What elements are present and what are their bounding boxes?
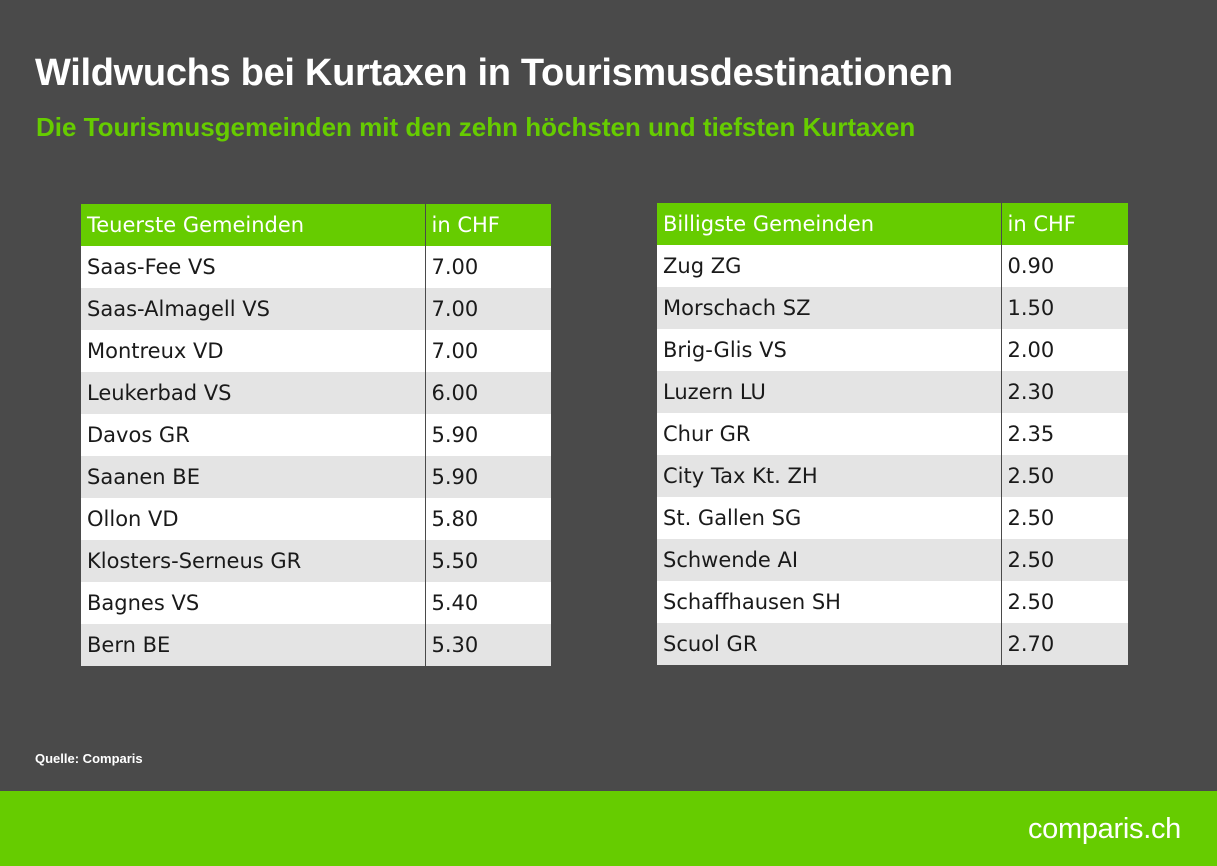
price-cell: 5.50: [425, 540, 551, 582]
chart-subtitle: Die Tourismusgemeinden mit den zehn höch…: [36, 112, 916, 142]
municipality-cell: Ollon VD: [81, 498, 426, 540]
price-cell: 1.50: [1001, 287, 1128, 329]
price-cell: 2.70: [1001, 623, 1128, 665]
chart-title: Wildwuchs bei Kurtaxen in Tourismusdesti…: [35, 52, 953, 94]
table-row: Brig-Glis VS 2.00: [657, 329, 1128, 371]
municipality-cell: Schwende AI: [657, 539, 1002, 581]
price-cell: 0.90: [1001, 245, 1128, 287]
table-row: Schwende AI 2.50: [657, 539, 1128, 581]
price-cell: 7.00: [425, 288, 551, 330]
price-cell: 6.00: [425, 372, 551, 414]
price-cell: 2.00: [1001, 329, 1128, 371]
table-row: Ollon VD 5.80: [81, 498, 551, 540]
footer-bar: comparis.ch: [0, 791, 1217, 866]
municipality-cell: Bern BE: [81, 624, 426, 666]
municipality-cell: Leukerbad VS: [81, 372, 426, 414]
price-cell: 5.90: [425, 414, 551, 456]
table-body: Zug ZG 0.90 Morschach SZ 1.50 Brig-Glis VS 2.…: [657, 245, 1128, 665]
municipality-cell: Montreux VD: [81, 330, 426, 372]
price-cell: 7.00: [425, 246, 551, 288]
municipality-cell: Zug ZG: [657, 245, 1002, 287]
municipality-cell: Saas-Fee VS: [81, 246, 426, 288]
municipality-cell: City Tax Kt. ZH: [657, 455, 1002, 497]
price-cell: 2.50: [1001, 455, 1128, 497]
price-cell: 5.80: [425, 498, 551, 540]
table-row: Scuol GR 2.70: [657, 623, 1128, 665]
source-note: Quelle: Comparis: [35, 751, 143, 766]
price-cell: 5.90: [425, 456, 551, 498]
column-header-price: in CHF: [425, 204, 551, 246]
table-row: Zug ZG 0.90: [657, 245, 1128, 287]
municipality-cell: Saas-Almagell VS: [81, 288, 426, 330]
table-row: St. Gallen SG 2.50: [657, 497, 1128, 539]
comparis-logo: comparis.ch: [1027, 813, 1181, 845]
price-cell: 5.30: [425, 624, 551, 666]
table-row: Davos GR 5.90: [81, 414, 551, 456]
price-cell: 2.30: [1001, 371, 1128, 413]
table-header-row: Teuerste Gemeinden in CHF: [81, 204, 551, 246]
municipality-cell: Luzern LU: [657, 371, 1002, 413]
price-cell: 2.50: [1001, 497, 1128, 539]
table-header-row: Billigste Gemeinden in CHF: [657, 203, 1128, 245]
table-row: Montreux VD 7.00: [81, 330, 551, 372]
municipality-cell: Bagnes VS: [81, 582, 426, 624]
table-row: Saas-Almagell VS 7.00: [81, 288, 551, 330]
table-row: Saas-Fee VS 7.00: [81, 246, 551, 288]
table-row: City Tax Kt. ZH 2.50: [657, 455, 1128, 497]
price-cell: 2.35: [1001, 413, 1128, 455]
column-header-price: in CHF: [1001, 203, 1128, 245]
most-expensive-table: Teuerste Gemeinden in CHF Saas-Fee VS 7.0…: [81, 204, 551, 666]
table-row: Klosters-Serneus GR 5.50: [81, 540, 551, 582]
table-row: Luzern LU 2.30: [657, 371, 1128, 413]
municipality-cell: St. Gallen SG: [657, 497, 1002, 539]
table-row: Bern BE 5.30: [81, 624, 551, 666]
table-row: Saanen BE 5.90: [81, 456, 551, 498]
cheapest-table: Billigste Gemeinden in CHF Zug ZG 0.90 Mor…: [657, 203, 1128, 665]
table-row: Chur GR 2.35: [657, 413, 1128, 455]
municipality-cell: Davos GR: [81, 414, 426, 456]
price-cell: 5.40: [425, 582, 551, 624]
municipality-cell: Saanen BE: [81, 456, 426, 498]
municipality-cell: Schaffhausen SH: [657, 581, 1002, 623]
column-header-municipality: Billigste Gemeinden: [657, 203, 1002, 245]
municipality-cell: Chur GR: [657, 413, 1002, 455]
table-row: Bagnes VS 5.40: [81, 582, 551, 624]
price-cell: 7.00: [425, 330, 551, 372]
municipality-cell: Morschach SZ: [657, 287, 1002, 329]
municipality-cell: Klosters-Serneus GR: [81, 540, 426, 582]
table-row: Schaffhausen SH 2.50: [657, 581, 1128, 623]
table-row: Leukerbad VS 6.00: [81, 372, 551, 414]
municipality-cell: Brig-Glis VS: [657, 329, 1002, 371]
price-cell: 2.50: [1001, 581, 1128, 623]
price-cell: 2.50: [1001, 539, 1128, 581]
municipality-cell: Scuol GR: [657, 623, 1002, 665]
table-row: Morschach SZ 1.50: [657, 287, 1128, 329]
column-header-municipality: Teuerste Gemeinden: [81, 204, 426, 246]
table-body: Saas-Fee VS 7.00 Saas-Almagell VS 7.00 Montr…: [81, 246, 551, 666]
